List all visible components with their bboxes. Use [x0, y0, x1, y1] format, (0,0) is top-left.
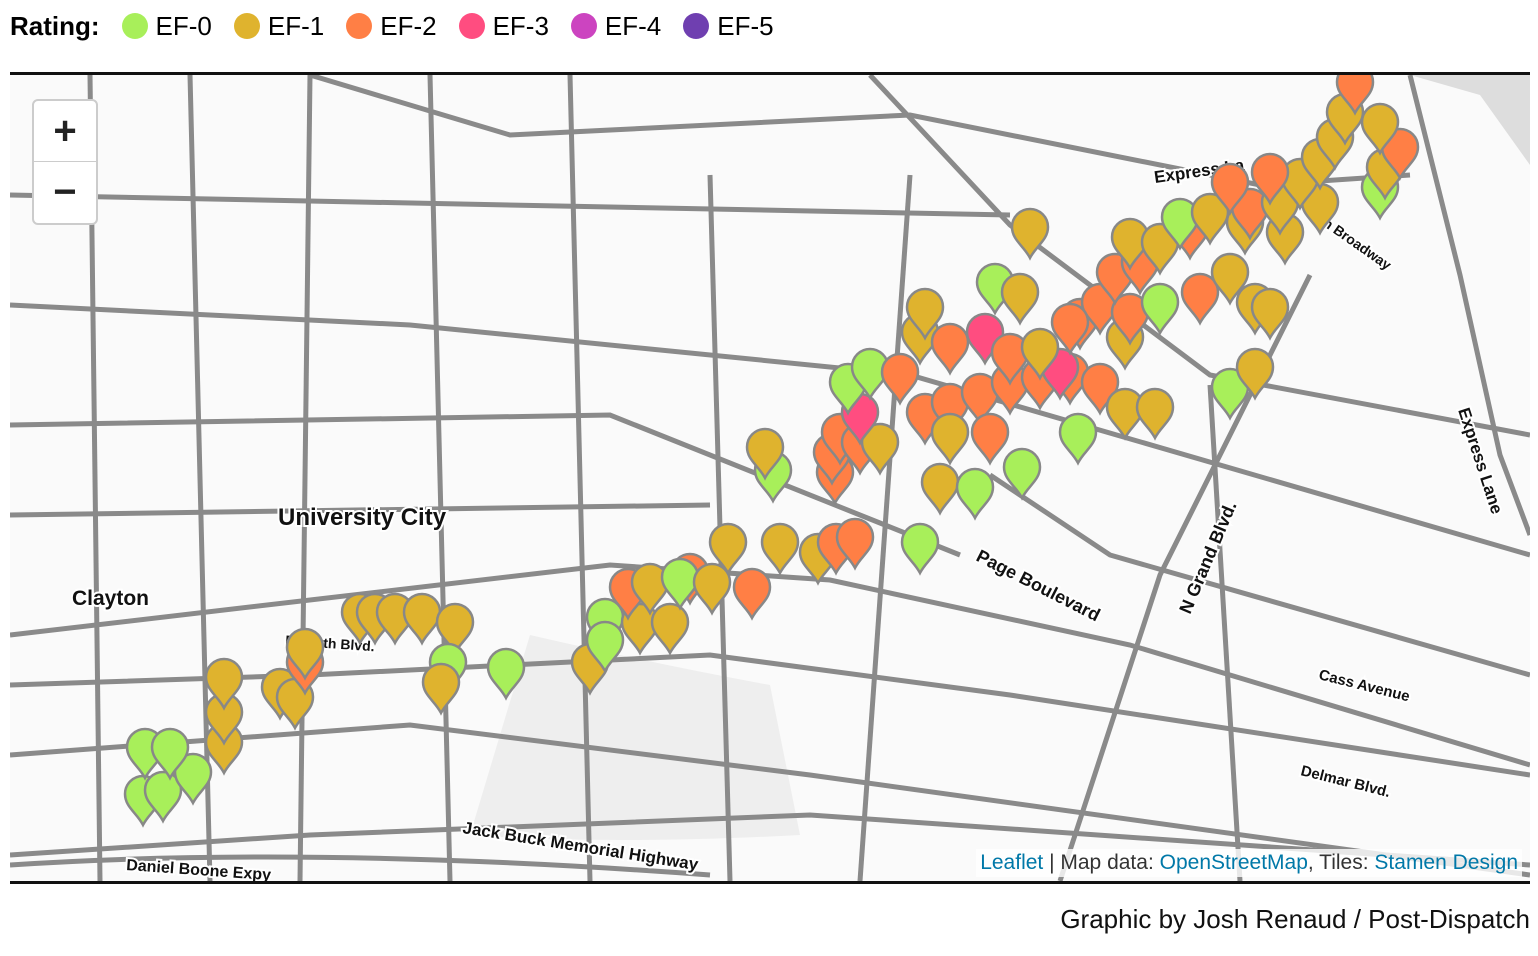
place-label: University City	[278, 504, 447, 531]
legend-swatch	[121, 13, 148, 39]
legend-label: EF-3	[492, 10, 549, 41]
legend-item: EF-3	[458, 10, 549, 42]
marker[interactable]	[1335, 75, 1375, 116]
legend-label: EF-0	[155, 10, 212, 41]
marker[interactable]	[204, 657, 244, 711]
marker[interactable]	[1360, 102, 1400, 156]
roads	[10, 75, 1530, 881]
legend-swatch	[346, 13, 373, 39]
marker[interactable]	[930, 412, 970, 466]
marker[interactable]	[402, 592, 442, 646]
marker[interactable]	[630, 562, 670, 616]
legend-item: EF-5	[683, 10, 774, 42]
legend-label: EF-1	[267, 10, 325, 41]
road-label: Cass Avenue	[1317, 666, 1411, 705]
marker[interactable]	[1000, 272, 1040, 326]
marker[interactable]	[1210, 252, 1250, 306]
marker[interactable]	[1002, 447, 1042, 501]
marker[interactable]	[421, 662, 461, 716]
map[interactable]: University City Clayton Express La Expre…	[10, 72, 1530, 884]
legend-item: EF-0	[121, 10, 212, 42]
marker[interactable]	[1230, 187, 1270, 241]
marker[interactable]	[1250, 152, 1290, 206]
marker[interactable]	[880, 352, 920, 406]
road-label: Daniel Boone Expy	[126, 857, 272, 881]
marker[interactable]	[285, 627, 325, 681]
marker[interactable]	[1058, 412, 1098, 466]
marker[interactable]	[1140, 222, 1180, 276]
marker[interactable]	[860, 422, 900, 476]
marker[interactable]	[905, 287, 945, 341]
marker[interactable]	[150, 727, 190, 781]
legend-title: Rating:	[10, 10, 100, 41]
marker[interactable]	[585, 620, 625, 674]
marker[interactable]	[1050, 302, 1090, 356]
link[interactable]: Leaflet	[980, 851, 1044, 874]
legend-swatch	[570, 13, 597, 39]
text: | Map data:	[1043, 851, 1160, 874]
marker[interactable]	[1180, 272, 1220, 326]
legend-label: EF-4	[604, 10, 662, 41]
road-label: h Broadway	[1320, 214, 1394, 273]
marker[interactable]	[970, 412, 1010, 466]
marker[interactable]	[1110, 292, 1150, 346]
marker[interactable]	[1380, 127, 1420, 181]
marker[interactable]	[760, 522, 800, 576]
road-label: N Grand Blvd.	[1175, 498, 1240, 616]
marker[interactable]	[435, 602, 475, 656]
marker[interactable]	[1210, 367, 1250, 421]
road-label: Express Lane	[1454, 405, 1506, 516]
link[interactable]: OpenStreetMap	[1159, 851, 1308, 874]
marker[interactable]	[835, 517, 875, 571]
legend-item: EF-4	[570, 10, 662, 42]
zoom-in[interactable]: +	[34, 101, 96, 162]
legend-swatch	[683, 13, 710, 39]
marker[interactable]	[1010, 207, 1050, 261]
marker[interactable]	[1140, 282, 1180, 336]
park	[470, 635, 800, 840]
road-label: Delmar Blvd.	[1299, 762, 1392, 801]
marker[interactable]	[900, 522, 940, 576]
place-label: Clayton	[72, 587, 149, 610]
legend-label: EF-5	[717, 10, 774, 41]
marker[interactable]	[1210, 162, 1250, 216]
marker[interactable]	[692, 562, 732, 616]
marker[interactable]	[960, 372, 1000, 426]
marker[interactable]	[930, 382, 970, 436]
marker[interactable]	[1250, 287, 1290, 341]
marker[interactable]	[1160, 197, 1200, 251]
marker[interactable]	[1235, 347, 1275, 401]
marker[interactable]	[990, 332, 1030, 386]
link[interactable]: Stamen Design	[1374, 851, 1518, 874]
attribution: Leaflet | Map data: OpenStreetMap, Tiles…	[976, 849, 1522, 877]
zoom-out[interactable]: −	[53, 169, 77, 214]
markers	[123, 75, 1420, 828]
zoom-control: + −	[32, 99, 98, 225]
text: , Tiles:	[1307, 851, 1375, 874]
legend-label: EF-2	[380, 10, 437, 41]
marker[interactable]	[173, 752, 213, 806]
marker[interactable]	[1020, 327, 1060, 381]
marker[interactable]	[1135, 387, 1175, 441]
legend-swatch	[458, 13, 485, 39]
legend-swatch	[233, 13, 260, 39]
marker[interactable]	[745, 427, 785, 481]
marker[interactable]	[930, 322, 970, 376]
credit: Graphic by Josh Renaud / Post-Dispatch	[1060, 904, 1530, 934]
legend-item: EF-1	[233, 10, 325, 42]
marker[interactable]	[650, 602, 690, 656]
map-canvas: University City Clayton Express La Expre…	[10, 75, 1530, 881]
marker[interactable]	[143, 770, 183, 824]
marker[interactable]	[920, 462, 960, 516]
marker[interactable]	[1190, 192, 1230, 246]
legend-item: EF-2	[346, 10, 437, 42]
legend: Rating: EF-0 EF-1 EF-2 EF-3 EF-4 EF-5	[10, 8, 796, 44]
marker[interactable]	[955, 467, 995, 521]
marker[interactable]	[708, 522, 748, 576]
marker[interactable]	[732, 567, 772, 621]
marker[interactable]	[486, 647, 526, 701]
